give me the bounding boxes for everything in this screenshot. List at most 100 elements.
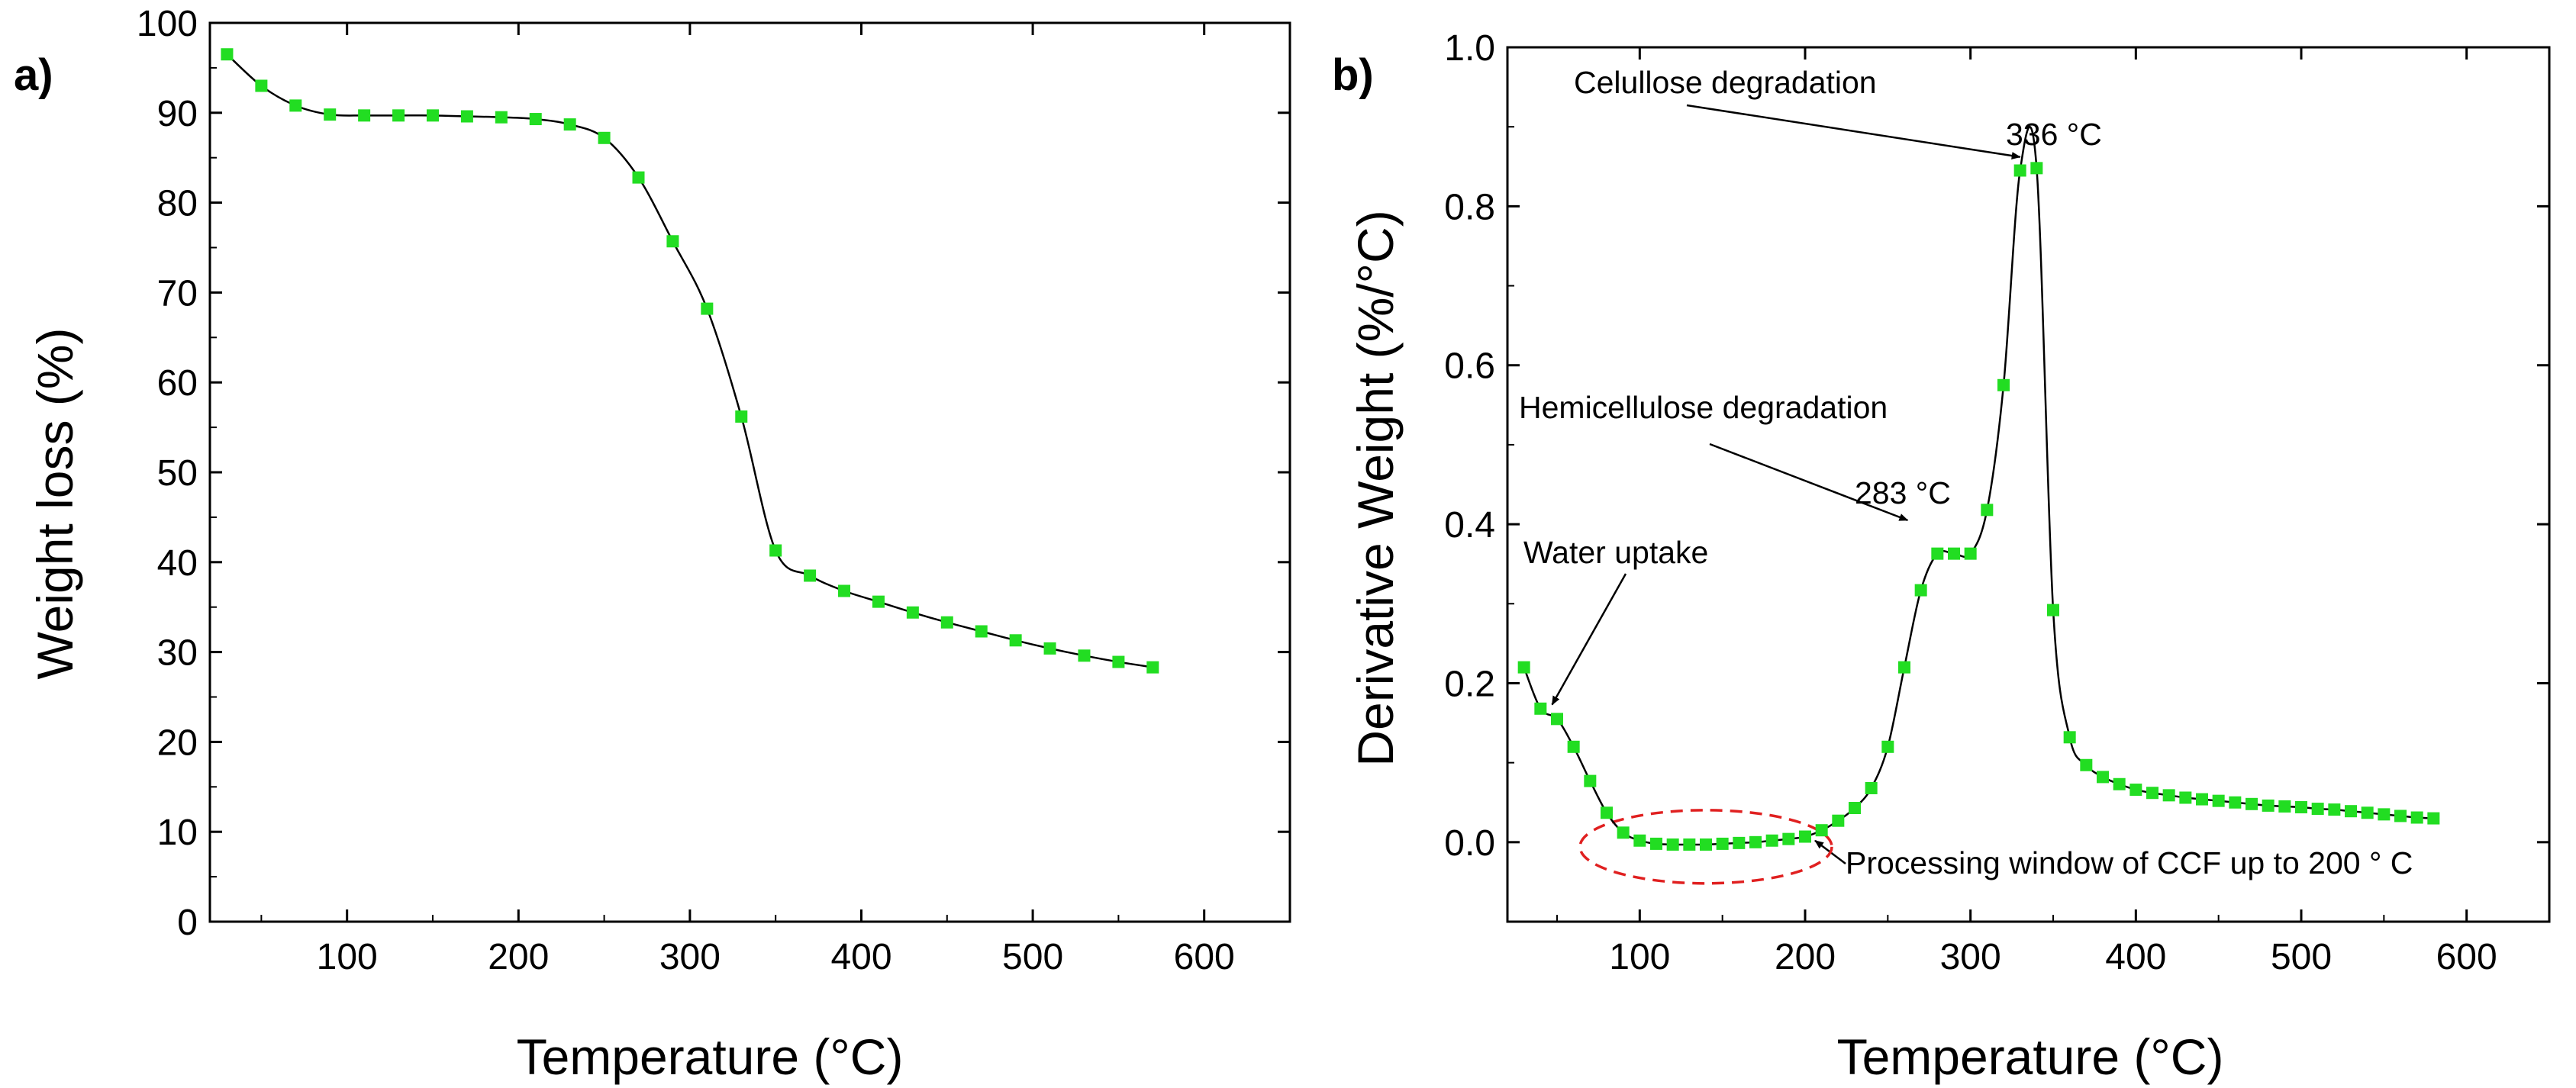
water-uptake-label: Water uptake <box>1523 535 1708 570</box>
data-point <box>1601 806 1613 819</box>
panel-label-b: b) <box>1332 50 1374 100</box>
panel-a-chart: a) 100 200 300 400 500 600 0 10 20 30 40 50 60 70 80 90… <box>14 4 1291 1085</box>
data-point <box>1683 838 1696 851</box>
data-point <box>2394 810 2407 822</box>
data-point <box>2361 806 2374 819</box>
data-point <box>1898 661 1910 674</box>
data-point <box>2311 803 2324 816</box>
data-point <box>1584 774 1597 787</box>
y-tick-label: 10 <box>157 813 198 853</box>
y-tick-label: 40 <box>157 543 198 584</box>
data-point <box>1617 826 1630 839</box>
panel-a-y-axis-title: Weight loss (%) <box>27 328 83 680</box>
series-line <box>226 53 1153 668</box>
data-point <box>2097 771 2109 784</box>
data-point <box>2030 162 2043 175</box>
hemicellulose-label: Hemicellulose degradation <box>1519 390 1888 425</box>
data-point <box>1716 837 1729 850</box>
data-point <box>1931 547 1944 560</box>
data-point <box>2427 812 2440 825</box>
panel-a-axes <box>208 21 1291 923</box>
data-point <box>2162 789 2175 802</box>
x-tick-label: 600 <box>2436 937 2497 977</box>
data-point <box>1567 740 1580 753</box>
data-point <box>324 108 337 121</box>
y-tick-label: 70 <box>157 273 198 314</box>
x-tick-label: 100 <box>317 937 378 977</box>
data-point <box>2410 811 2423 824</box>
data-point <box>1146 661 1159 674</box>
x-tick-label: 300 <box>1940 937 2001 977</box>
data-point <box>2345 805 2357 818</box>
y-tick-label: 0.8 <box>1444 187 1495 227</box>
panel-b-y-axis-title: Derivative Weight (%/°C) <box>1347 210 1404 766</box>
data-point <box>1009 634 1022 647</box>
data-point <box>804 569 817 582</box>
data-point <box>940 616 953 629</box>
data-point <box>392 109 405 122</box>
data-point <box>1881 740 1894 753</box>
x-tick-label: 500 <box>1002 937 1063 977</box>
data-point <box>906 606 919 619</box>
data-point <box>1534 702 1547 715</box>
data-point <box>1981 504 1994 517</box>
data-point <box>1914 584 1927 597</box>
x-tick-label: 500 <box>2271 937 2332 977</box>
y-tick-label: 50 <box>157 453 198 494</box>
data-point <box>2229 796 2242 809</box>
data-point <box>1749 835 1762 848</box>
y-tick-label: 0.0 <box>1444 823 1495 864</box>
data-point <box>1948 547 1960 560</box>
data-point <box>1849 802 1861 815</box>
data-point <box>1517 661 1530 674</box>
processing-window-ellipse <box>1578 809 1833 885</box>
data-point <box>1815 824 1828 837</box>
data-point <box>1765 834 1778 847</box>
panel-a-line <box>226 53 1153 668</box>
data-point <box>289 99 302 112</box>
y-tick-label: 100 <box>137 4 198 44</box>
y-tick-label: 0.6 <box>1444 346 1495 387</box>
data-point <box>838 584 851 597</box>
data-point <box>1964 547 1977 560</box>
x-tick-label: 400 <box>2105 937 2166 977</box>
data-point <box>255 79 268 92</box>
data-point <box>975 625 988 638</box>
y-tick-label: 60 <box>157 363 198 404</box>
data-point <box>2013 164 2026 177</box>
data-point <box>2063 731 2076 744</box>
hemicellulose-peak-label: 283 °C <box>1855 475 1951 510</box>
x-tick-label: 300 <box>659 937 721 977</box>
data-point <box>563 118 576 131</box>
data-point <box>2328 803 2341 816</box>
celullose-arrow <box>1686 104 2021 160</box>
panel-a-markers <box>221 48 1159 674</box>
x-tick-label: 600 <box>1174 937 1235 977</box>
panel-a-x-axis-title: Temperature (°C) <box>517 1028 904 1085</box>
x-tick-label: 200 <box>488 937 549 977</box>
data-point <box>221 48 234 61</box>
y-tick-label: 30 <box>157 633 198 674</box>
plot-frame <box>208 21 1291 923</box>
panel-b-markers <box>1517 162 2440 851</box>
data-point <box>1043 642 1056 655</box>
data-point <box>2129 784 2142 797</box>
data-point <box>1782 832 1795 845</box>
data-point <box>872 595 885 608</box>
data-point <box>1633 834 1646 847</box>
data-point <box>2113 777 2126 790</box>
data-point <box>2080 758 2093 771</box>
series-line <box>1523 126 2434 846</box>
data-point <box>2262 799 2275 812</box>
data-point <box>529 113 542 126</box>
processing-window-label: Processing window of CCF up to 200 ° C <box>1846 845 2413 880</box>
y-tick-label: 0 <box>177 903 198 943</box>
data-point <box>1551 713 1563 726</box>
celullose-peak-label: 336 °C <box>2006 117 2102 152</box>
data-point <box>1666 838 1679 851</box>
data-point <box>2146 787 2158 800</box>
data-point <box>1832 814 1845 827</box>
data-point <box>2295 800 2307 813</box>
panel-b-x-axis-title: Temperature (°C) <box>1837 1028 2224 1085</box>
water-uptake-arrow <box>1551 573 1627 706</box>
